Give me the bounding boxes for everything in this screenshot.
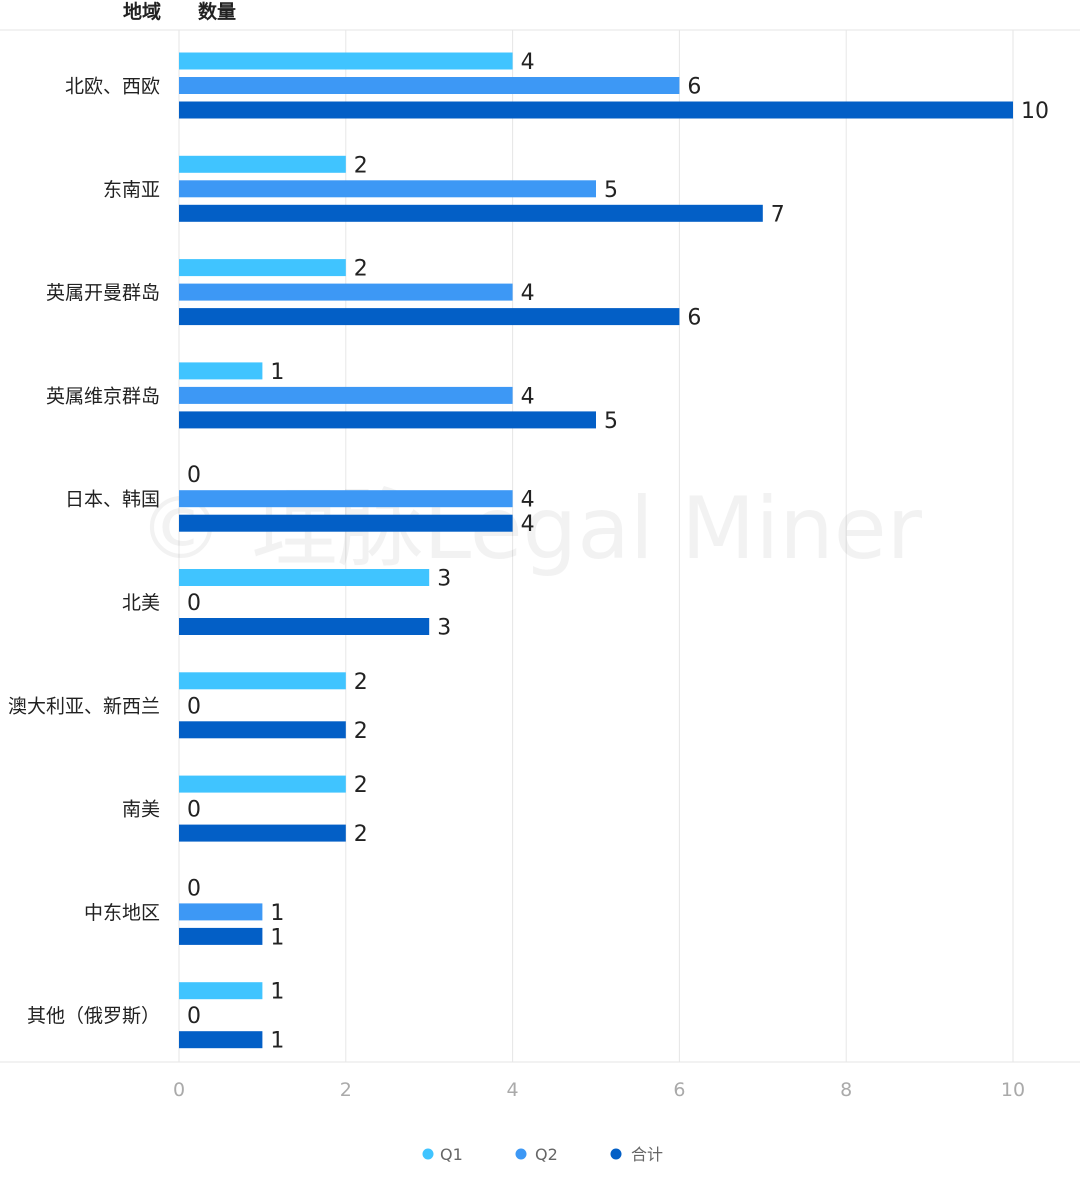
data-label: 1 bbox=[270, 1029, 284, 1054]
data-label: 2 bbox=[354, 773, 368, 798]
x-tick-label: 10 bbox=[1001, 1079, 1025, 1101]
bar bbox=[179, 362, 263, 380]
column-header-region: 地域 bbox=[123, 0, 161, 23]
bar bbox=[179, 411, 596, 429]
category-label: 英属开曼群岛 bbox=[46, 282, 160, 304]
data-label: 5 bbox=[604, 178, 618, 203]
category-label: 北欧、西欧 bbox=[65, 76, 160, 98]
x-axis-ticks: 0 2 4 6 8 10 bbox=[173, 1079, 1025, 1101]
bar bbox=[179, 721, 346, 739]
bar bbox=[179, 77, 680, 94]
bar bbox=[179, 775, 346, 793]
bar bbox=[179, 569, 430, 586]
data-label: 0 bbox=[187, 1004, 201, 1029]
bar bbox=[179, 204, 763, 222]
data-label: 2 bbox=[354, 153, 368, 178]
bar bbox=[179, 618, 430, 635]
data-label: 7 bbox=[771, 202, 785, 227]
category-label: 澳大利亚、新西兰 bbox=[8, 695, 160, 717]
data-label: 0 bbox=[187, 463, 201, 488]
bar bbox=[179, 824, 346, 842]
category-label: 其他（俄罗斯） bbox=[27, 1005, 160, 1027]
data-label: 0 bbox=[187, 876, 201, 901]
data-label: 4 bbox=[521, 488, 535, 513]
data-label: 3 bbox=[437, 616, 451, 641]
bar bbox=[179, 927, 263, 945]
legend-marker bbox=[515, 1148, 527, 1160]
x-tick-label: 0 bbox=[173, 1079, 185, 1101]
data-label: 1 bbox=[270, 360, 284, 385]
data-label: 0 bbox=[187, 798, 201, 823]
data-label: 5 bbox=[604, 409, 618, 434]
x-tick-label: 8 bbox=[840, 1079, 852, 1101]
category-label: 东南亚 bbox=[103, 179, 160, 201]
data-label: 2 bbox=[354, 257, 368, 282]
category-label: 南美 bbox=[122, 799, 160, 821]
data-label: 1 bbox=[270, 901, 284, 926]
x-tick-label: 4 bbox=[507, 1079, 519, 1101]
legend-marker bbox=[610, 1148, 622, 1160]
bar bbox=[179, 672, 346, 690]
category-label: 英属维京群岛 bbox=[46, 385, 160, 407]
legend-marker bbox=[422, 1148, 434, 1160]
labels: 北欧、西欧4610东南亚257英属开曼群岛246英属维京群岛145日本、韩国04… bbox=[8, 50, 1049, 1054]
bar bbox=[179, 903, 263, 921]
data-label: 6 bbox=[687, 75, 701, 100]
legend-label: 合计 bbox=[631, 1145, 663, 1164]
data-label: 0 bbox=[187, 694, 201, 719]
bar bbox=[179, 52, 513, 70]
category-label: 中东地区 bbox=[84, 902, 160, 924]
bar bbox=[179, 308, 680, 326]
x-tick-label: 6 bbox=[673, 1079, 685, 1101]
bar bbox=[179, 101, 1013, 119]
data-label: 2 bbox=[354, 719, 368, 744]
data-label: 10 bbox=[1021, 99, 1049, 124]
bar bbox=[179, 982, 263, 1000]
data-label: 0 bbox=[187, 591, 201, 616]
category-label: 日本、韩国 bbox=[65, 489, 160, 511]
bar bbox=[179, 490, 513, 508]
bar bbox=[179, 155, 346, 173]
data-label: 2 bbox=[354, 822, 368, 847]
x-tick-label: 2 bbox=[340, 1079, 352, 1101]
data-label: 4 bbox=[521, 50, 535, 75]
column-header-count: 数量 bbox=[198, 0, 236, 23]
bar bbox=[179, 259, 346, 277]
data-label: 1 bbox=[270, 925, 284, 950]
category-label: 北美 bbox=[122, 592, 160, 614]
data-label: 3 bbox=[437, 567, 451, 592]
data-label: 2 bbox=[354, 670, 368, 695]
bar bbox=[179, 514, 513, 532]
legend-label: Q1 bbox=[440, 1145, 463, 1164]
bars bbox=[179, 52, 1013, 1049]
bar bbox=[179, 1031, 263, 1049]
bar bbox=[179, 283, 513, 301]
data-label: 4 bbox=[521, 384, 535, 409]
data-label: 6 bbox=[687, 306, 701, 331]
data-label: 1 bbox=[270, 980, 284, 1005]
data-label: 4 bbox=[521, 512, 535, 537]
legend: Q1 Q2 合计 bbox=[422, 1145, 663, 1164]
data-label: 4 bbox=[521, 281, 535, 306]
legend-label: Q2 bbox=[535, 1145, 558, 1164]
bar bbox=[179, 180, 596, 198]
grid-lines bbox=[178, 30, 1014, 1062]
bar bbox=[179, 386, 513, 404]
